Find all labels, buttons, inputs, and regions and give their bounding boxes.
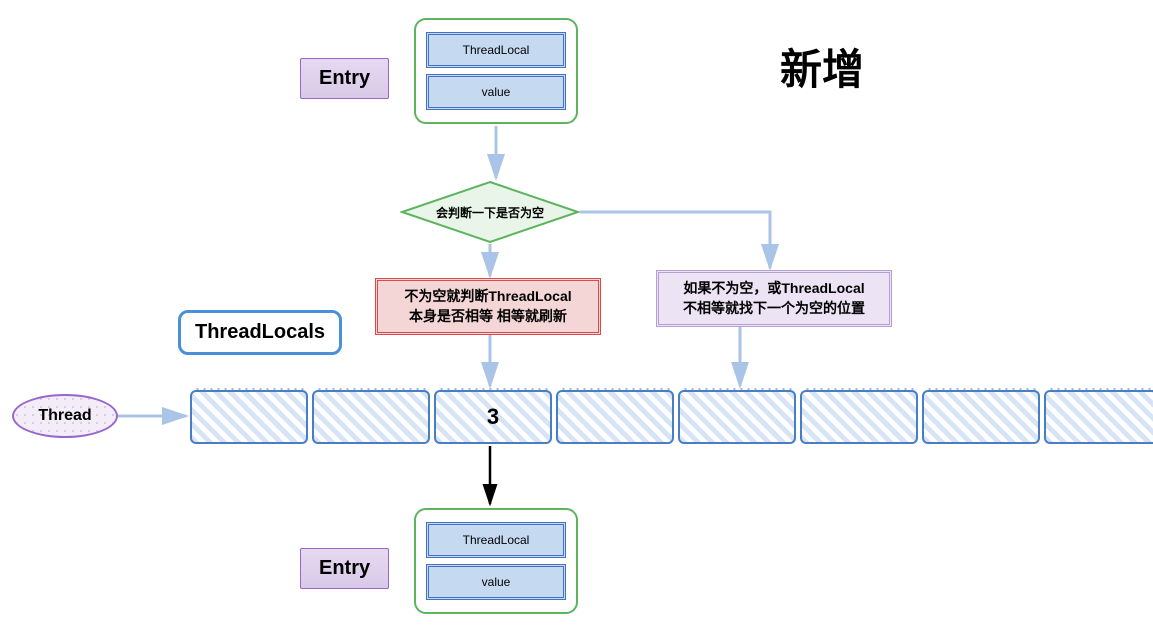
entry-top-label: Entry [300, 58, 389, 99]
cell-2: 3 [434, 390, 552, 444]
purple-textbox-text: 如果不为空，或ThreadLocal 不相等就找下一个为空的位置 [683, 280, 865, 316]
entry-top-value: value [426, 74, 566, 110]
cell-1 [312, 390, 430, 444]
red-textbox: 不为空就判断ThreadLocal 本身是否相等 相等就刷新 [375, 278, 601, 335]
cell-7 [1044, 390, 1153, 444]
entry-bottom-threadlocal: ThreadLocal [426, 522, 566, 558]
page-title: 新增 [780, 36, 864, 97]
entry-bottom-label: Entry [300, 548, 389, 589]
entry-bottom-container: ThreadLocal value [414, 508, 578, 614]
decision-diamond: 会判断一下是否为空 [400, 180, 580, 244]
entry-top-container: ThreadLocal value [414, 18, 578, 124]
cell-5 [800, 390, 918, 444]
cell-3 [556, 390, 674, 444]
cell-4 [678, 390, 796, 444]
array-cells: 3 [190, 390, 1153, 444]
threadlocals-label: ThreadLocals [178, 310, 342, 355]
decision-text: 会判断一下是否为空 [400, 180, 580, 244]
purple-textbox: 如果不为空，或ThreadLocal 不相等就找下一个为空的位置 [656, 270, 892, 327]
red-textbox-text: 不为空就判断ThreadLocal 本身是否相等 相等就刷新 [404, 288, 571, 324]
entry-bottom-value: value [426, 564, 566, 600]
entry-top-threadlocal: ThreadLocal [426, 32, 566, 68]
cell-0 [190, 390, 308, 444]
thread-text: Thread [38, 407, 91, 425]
thread-ellipse: Thread [12, 394, 118, 438]
cell-6 [922, 390, 1040, 444]
